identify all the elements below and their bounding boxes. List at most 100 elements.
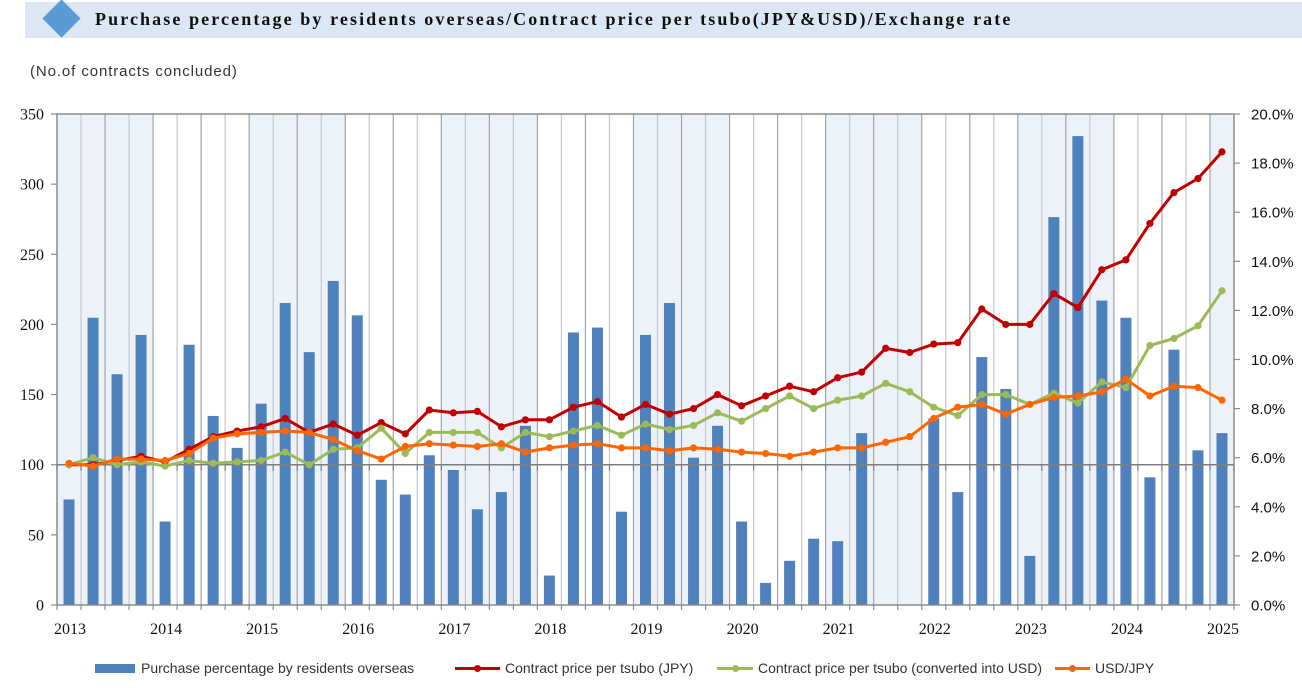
data-point-marker <box>545 416 554 424</box>
data-point-marker <box>1194 174 1202 183</box>
data-point-marker <box>954 339 962 347</box>
data-point-marker <box>1098 266 1106 274</box>
data-point-marker <box>617 413 626 421</box>
data-point-marker <box>906 433 914 441</box>
data-point-marker <box>810 448 818 456</box>
bar <box>928 418 940 605</box>
bar <box>1216 433 1228 605</box>
data-point-marker <box>377 419 385 427</box>
bar <box>1048 217 1060 606</box>
data-point-marker <box>161 456 169 465</box>
data-point-marker <box>89 462 97 470</box>
data-point-marker <box>713 409 722 417</box>
left-axis-tick-label: 300 <box>20 177 44 194</box>
data-point-marker <box>1050 393 1058 401</box>
data-point-marker <box>689 405 698 413</box>
left-axis-label: (No.of contracts concluded) <box>30 63 238 80</box>
data-point-marker <box>906 348 914 357</box>
bar <box>615 511 627 605</box>
bar <box>784 560 796 605</box>
data-point-marker <box>1218 148 1226 156</box>
bar <box>471 509 483 605</box>
data-point-marker <box>425 428 433 437</box>
data-point-marker <box>521 448 529 456</box>
data-point-marker <box>617 444 626 452</box>
bar <box>832 541 844 605</box>
data-point-marker <box>762 449 770 458</box>
data-point-marker <box>473 407 481 416</box>
right-axis-tick-label: 20.0% <box>1251 107 1294 124</box>
line-marker-swatch-icon <box>455 662 500 674</box>
bar <box>1192 450 1204 605</box>
data-point-marker <box>737 417 746 425</box>
x-axis-tick-label: 2025 <box>1207 621 1239 638</box>
data-point-marker <box>641 400 650 408</box>
data-point-marker <box>1122 375 1130 383</box>
bar <box>135 334 147 605</box>
right-axis-tick-label: 18.0% <box>1251 156 1294 173</box>
data-point-marker <box>978 305 986 313</box>
data-point-marker <box>1170 382 1178 390</box>
bar <box>736 521 748 605</box>
data-point-marker <box>762 392 770 400</box>
bar <box>303 352 315 605</box>
data-point-marker <box>1074 399 1082 407</box>
data-point-marker <box>786 452 794 460</box>
legend-label: USD/JPY <box>1095 660 1155 676</box>
data-point-marker <box>281 448 289 456</box>
data-point-marker <box>377 455 385 463</box>
data-point-marker <box>1098 388 1106 396</box>
data-point-marker <box>762 405 770 413</box>
data-point-marker <box>377 424 385 432</box>
data-point-marker <box>1218 287 1226 295</box>
data-point-marker <box>954 412 962 420</box>
bar <box>591 327 603 605</box>
data-point-marker <box>786 392 794 400</box>
data-point-marker <box>1146 392 1154 400</box>
data-point-marker <box>617 431 626 439</box>
data-point-marker <box>209 459 217 467</box>
bar <box>207 415 219 605</box>
bar <box>640 334 651 605</box>
bar <box>543 575 555 605</box>
bar <box>351 315 363 605</box>
bar <box>399 494 411 605</box>
x-axis-tick-label: 2013 <box>54 621 86 638</box>
data-point-marker <box>329 435 337 444</box>
bar <box>183 344 195 605</box>
right-axis-tick-label: 4.0% <box>1251 499 1285 516</box>
bar <box>1072 136 1084 605</box>
data-point-marker <box>930 403 938 411</box>
data-point-marker <box>1002 320 1010 329</box>
title-bar: Purchase percentage by residents oversea… <box>25 0 1302 38</box>
bar <box>111 374 123 605</box>
data-point-marker <box>545 444 554 452</box>
data-point-marker <box>593 397 602 406</box>
data-point-marker <box>1026 400 1034 408</box>
data-point-marker <box>1170 188 1178 197</box>
data-point-marker <box>1026 320 1034 329</box>
bar <box>447 469 459 605</box>
data-point-marker <box>593 440 602 448</box>
data-point-marker <box>978 390 986 399</box>
legend-label: Purchase percentage by residents oversea… <box>141 660 415 676</box>
left-axis-tick-label: 100 <box>20 457 44 474</box>
data-point-marker <box>305 428 313 437</box>
data-point-marker <box>882 344 890 352</box>
data-point-marker <box>1122 256 1130 264</box>
bar <box>495 492 507 605</box>
bar <box>1096 300 1108 605</box>
data-point-marker <box>545 433 554 441</box>
bar <box>423 455 435 605</box>
data-point-marker <box>978 400 986 408</box>
data-point-marker <box>1002 390 1010 399</box>
data-point-marker <box>906 388 914 396</box>
data-point-marker <box>233 458 241 466</box>
data-point-marker <box>353 431 361 439</box>
data-point-marker <box>713 390 722 399</box>
data-point-marker <box>401 430 409 438</box>
right-axis-tick-label: 6.0% <box>1251 450 1285 467</box>
data-point-marker <box>665 447 674 455</box>
data-point-marker <box>1218 396 1226 404</box>
